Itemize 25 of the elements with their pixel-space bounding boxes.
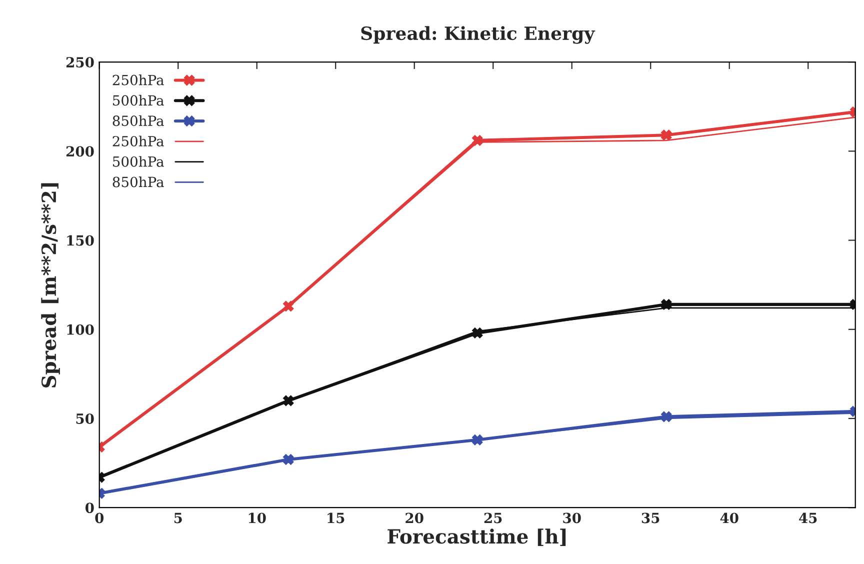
x-tick-label: 25 [484, 512, 502, 524]
x-tick-label: 40 [720, 512, 738, 524]
x-tick-label: 30 [563, 512, 581, 524]
x-tick-label: 35 [642, 512, 660, 524]
legend-label: 850hPa [112, 176, 164, 188]
y-tick-label: 0 [85, 502, 94, 514]
x-tick-label: 5 [174, 512, 182, 524]
legend-label: 500hPa [113, 94, 164, 106]
y-axis-title: Spread [m**2/s**2] [41, 183, 60, 388]
x-tick-label: 45 [799, 512, 817, 524]
y-tick-label: 250 [66, 57, 94, 68]
x-axis-title: Forecasttime [h] [388, 528, 566, 546]
legend-label: 850hPa [112, 115, 164, 126]
y-tick-label: 50 [76, 413, 94, 424]
y-tick-label: 100 [67, 324, 94, 335]
x-tick-label: 10 [248, 512, 266, 524]
legend-label: 250hPa [112, 136, 164, 146]
chart-title: Spread: Kinetic Energy [361, 26, 596, 44]
y-tick-label: 150 [67, 235, 94, 246]
x-tick-label: 20 [406, 512, 424, 524]
y-tick-label: 200 [66, 146, 94, 157]
x-tick-label: 0 [95, 512, 104, 524]
legend-label: 500hPa [113, 156, 164, 167]
legend-label: 250hPa [112, 74, 164, 86]
x-tick-label: 15 [328, 512, 344, 524]
